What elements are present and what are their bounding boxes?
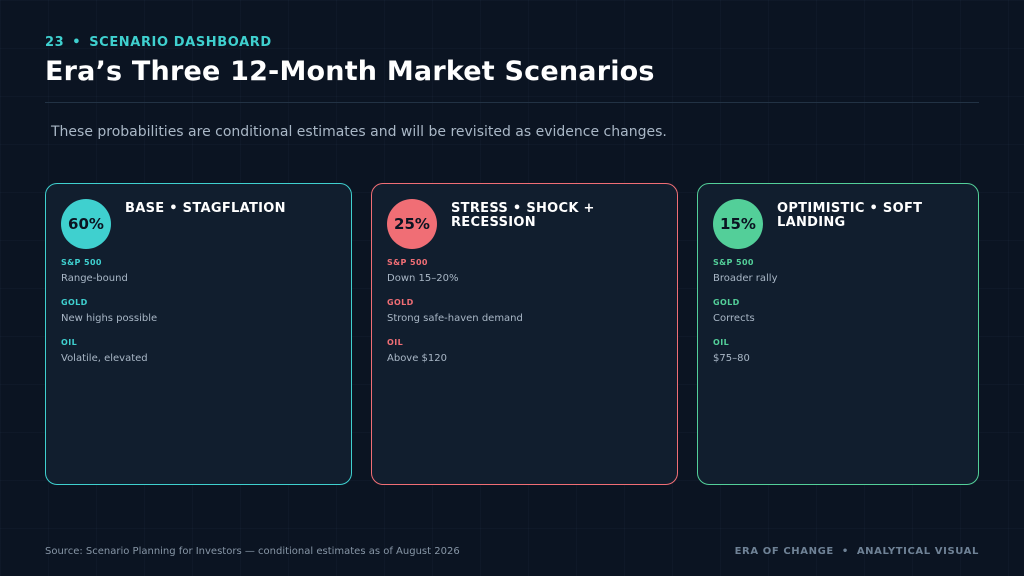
metric-gold: GOLD New highs possible bbox=[61, 298, 337, 326]
source-note: Source: Scenario Planning for Investors … bbox=[45, 546, 460, 557]
page-subtitle: These probabilities are conditional esti… bbox=[51, 124, 667, 140]
brand-name: ERA OF CHANGE bbox=[734, 546, 834, 557]
brand-separator: • bbox=[841, 546, 849, 557]
metric-value: Broader rally bbox=[713, 273, 778, 284]
scenario-title: BASE • STAGFLATION bbox=[125, 201, 286, 216]
scenario-metrics: S&P 500 Broader rally GOLD Corrects OIL … bbox=[713, 258, 964, 378]
probability-badge: 15% bbox=[713, 199, 763, 249]
metric-gold: GOLD Strong safe-haven demand bbox=[387, 298, 663, 326]
scenario-title: OPTIMISTIC • SOFT LANDING bbox=[777, 201, 923, 230]
metric-sp500: S&P 500 Range-bound bbox=[61, 258, 337, 286]
slide-number: 23 bbox=[45, 35, 65, 50]
kicker-separator: • bbox=[72, 35, 82, 50]
metric-sp500: S&P 500 Broader rally bbox=[713, 258, 964, 286]
metric-label: S&P 500 bbox=[387, 258, 428, 267]
scenario-metrics: S&P 500 Down 15–20% GOLD Strong safe-hav… bbox=[387, 258, 663, 378]
brand-footer: ERA OF CHANGE • ANALYTICAL VISUAL bbox=[735, 546, 979, 557]
page-title: Era’s Three 12-Month Market Scenarios bbox=[45, 56, 655, 87]
brand-tagline: ANALYTICAL VISUAL bbox=[856, 546, 979, 557]
probability-badge: 25% bbox=[387, 199, 437, 249]
metric-label: GOLD bbox=[61, 298, 88, 307]
metric-label: S&P 500 bbox=[61, 258, 102, 267]
metric-value: Corrects bbox=[713, 313, 755, 324]
metric-oil: OIL Above $120 bbox=[387, 338, 663, 366]
metric-sp500: S&P 500 Down 15–20% bbox=[387, 258, 663, 286]
scenario-card-stress: 25% STRESS • SHOCK + RECESSION S&P 500 D… bbox=[371, 183, 678, 485]
probability-badge: 60% bbox=[61, 199, 111, 249]
title-divider bbox=[45, 102, 979, 103]
metric-value: Above $120 bbox=[387, 353, 448, 364]
section-label: SCENARIO DASHBOARD bbox=[89, 35, 272, 50]
metric-value: Down 15–20% bbox=[387, 273, 459, 284]
metric-value: New highs possible bbox=[61, 313, 158, 324]
metric-label: OIL bbox=[387, 338, 404, 347]
metric-oil: OIL $75–80 bbox=[713, 338, 964, 366]
metric-value: Range-bound bbox=[61, 273, 128, 284]
scenario-title: STRESS • SHOCK + RECESSION bbox=[451, 201, 595, 230]
scenario-card-base: 60% BASE • STAGFLATION S&P 500 Range-bou… bbox=[45, 183, 352, 485]
metric-label: GOLD bbox=[713, 298, 740, 307]
metric-label: OIL bbox=[61, 338, 78, 347]
scenario-metrics: S&P 500 Range-bound GOLD New highs possi… bbox=[61, 258, 337, 378]
metric-value: Volatile, elevated bbox=[61, 353, 148, 364]
scenario-card-optimistic: 15% OPTIMISTIC • SOFT LANDING S&P 500 Br… bbox=[697, 183, 979, 485]
metric-value: $75–80 bbox=[713, 353, 750, 364]
section-kicker: 23 • SCENARIO DASHBOARD bbox=[45, 35, 272, 50]
metric-value: Strong safe-haven demand bbox=[387, 313, 523, 324]
metric-oil: OIL Volatile, elevated bbox=[61, 338, 337, 366]
metric-label: S&P 500 bbox=[713, 258, 754, 267]
metric-label: GOLD bbox=[387, 298, 414, 307]
metric-label: OIL bbox=[713, 338, 730, 347]
metric-gold: GOLD Corrects bbox=[713, 298, 964, 326]
